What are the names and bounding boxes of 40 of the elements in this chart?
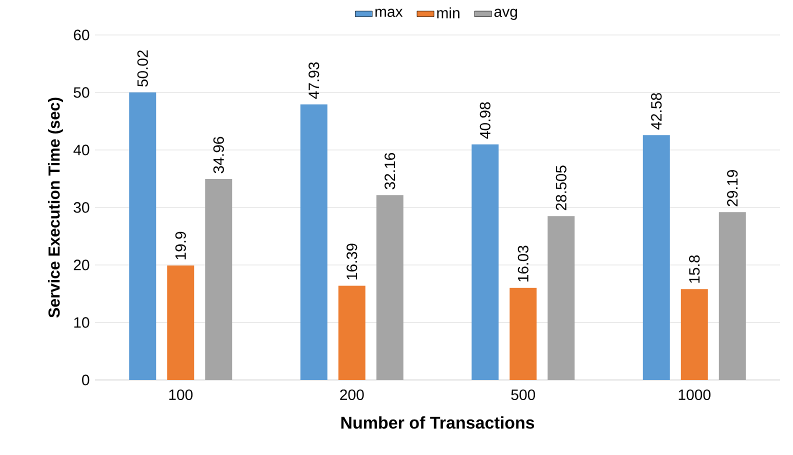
x-tick-label: 100: [169, 389, 193, 400]
y-tick-label: 30: [74, 202, 90, 213]
data-label: 42.58: [651, 93, 662, 130]
y-tick-label: 50: [74, 87, 90, 98]
data-label: 50.02: [137, 50, 148, 87]
bar: [642, 135, 670, 380]
bar: [167, 266, 194, 380]
data-label: 19.9: [175, 232, 186, 260]
data-label: 16.03: [518, 246, 528, 282]
x-tick-label: 200: [340, 389, 364, 400]
data-label: 16.39: [346, 244, 358, 280]
y-tick-label: 0: [82, 374, 90, 386]
bar: [205, 178, 232, 380]
y-tick-label: 60: [74, 30, 90, 40]
bar: [300, 104, 328, 380]
y-axis-title: Service Execution Time (sec): [48, 98, 63, 318]
y-tick-label: 10: [74, 317, 90, 328]
x-axis-title: Number of Transactions: [341, 416, 534, 429]
data-label: 29.19: [727, 170, 738, 206]
legend-label: max: [375, 8, 403, 17]
data-label: 15.8: [689, 255, 700, 283]
data-label: 34.96: [213, 136, 224, 174]
bar: [376, 195, 404, 380]
bar: [472, 144, 499, 380]
y-tick-label: 40: [73, 144, 90, 156]
legend-label: min: [437, 7, 460, 18]
x-tick-label: 1000: [678, 389, 710, 400]
bar: [129, 92, 156, 380]
bar: [718, 212, 746, 380]
data-label: 28.505: [556, 166, 566, 210]
data-label: 40.98: [480, 102, 490, 139]
bar: [680, 289, 708, 380]
data-label: 47.93: [308, 62, 320, 99]
data-label: 32.16: [384, 152, 396, 190]
bar: [338, 286, 366, 380]
bar: [548, 216, 575, 380]
legend-label: avg: [494, 8, 517, 20]
x-tick-label: 500: [511, 389, 536, 400]
y-tick-label: 20: [74, 260, 90, 270]
bar: [510, 288, 537, 380]
